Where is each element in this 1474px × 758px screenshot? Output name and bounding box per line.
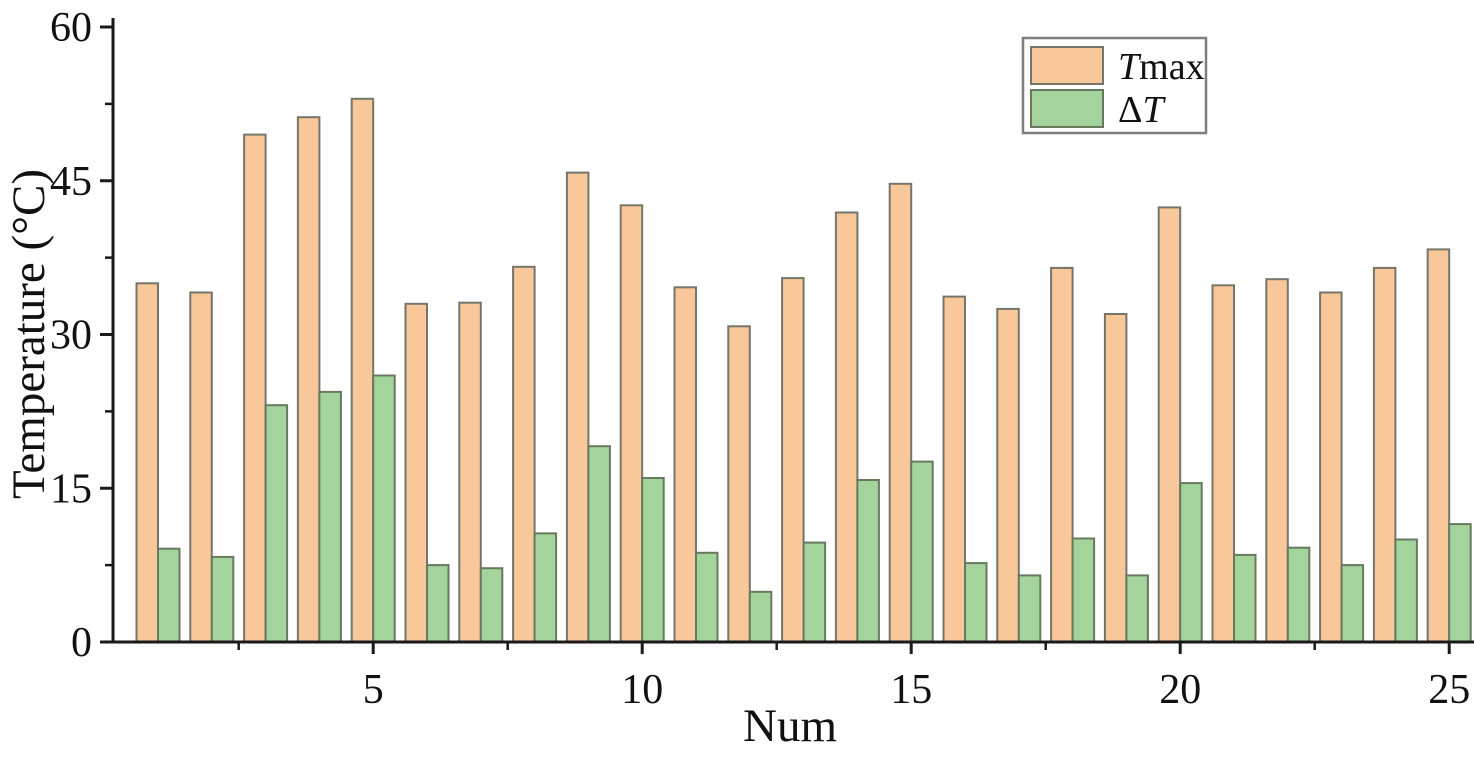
bar-tmax-14 <box>834 211 859 643</box>
bar-deltat-2 <box>210 555 235 644</box>
bar-tmax-23 <box>1319 291 1343 643</box>
legend-label-deltat: ΔT <box>1118 89 1166 131</box>
bar-deltat-10 <box>641 477 665 643</box>
bar-tmax-10 <box>619 204 644 644</box>
bar-deltat-21 <box>1233 553 1257 644</box>
bar-deltat-22 <box>1286 546 1311 644</box>
y-tick-label-30: 30 <box>50 313 92 359</box>
x-tick-label-10: 10 <box>621 667 663 713</box>
x-tick-label-5: 5 <box>363 667 384 713</box>
bar-tmax-17 <box>996 307 1020 643</box>
bar-tmax-18 <box>1050 266 1074 643</box>
y-tick-label-60: 60 <box>50 5 92 51</box>
bar-tmax-19 <box>1103 313 1128 643</box>
bar-tmax-1 <box>135 282 159 644</box>
bars-layer <box>135 97 1472 644</box>
bar-tmax-25 <box>1426 248 1451 643</box>
bar-deltat-14 <box>856 479 880 643</box>
bar-tmax-7 <box>458 301 482 643</box>
bar-tmax-12 <box>727 325 751 643</box>
legend-swatch-tmax <box>1030 46 1104 85</box>
bar-tmax-21 <box>1211 284 1235 643</box>
legend-label-tmax: Tmax <box>1118 46 1205 88</box>
bar-deltat-17 <box>1017 574 1042 644</box>
legend-swatch-deltat <box>1030 89 1104 128</box>
bar-tmax-24 <box>1372 266 1397 643</box>
bar-deltat-7 <box>479 567 504 644</box>
tick-labels-layer: 0 15 30 45 60 5 10 15 20 25 <box>50 5 1470 713</box>
y-tick-label-0: 0 <box>71 620 92 666</box>
bar-tmax-2 <box>189 291 213 643</box>
bar-deltat-3 <box>264 404 289 644</box>
bar-deltat-24 <box>1394 538 1418 643</box>
bar-deltat-12 <box>748 590 773 643</box>
bar-tmax-22 <box>1265 278 1289 643</box>
bar-deltat-11 <box>695 551 719 643</box>
x-tick-label-20: 20 <box>1159 667 1201 713</box>
bar-deltat-9 <box>587 445 611 644</box>
bar-deltat-8 <box>533 532 558 644</box>
axes-layer <box>100 18 1474 654</box>
bar-tmax-6 <box>404 302 428 644</box>
bar-tmax-16 <box>942 295 966 643</box>
bar-deltat-5 <box>372 374 396 643</box>
x-tick-label-15: 15 <box>890 667 932 713</box>
bar-deltat-13 <box>802 541 827 643</box>
y-axis-title: Temperature (°C) <box>3 169 55 499</box>
x-axis-title: Num <box>743 700 837 752</box>
bar-tmax-9 <box>565 171 590 643</box>
bar-deltat-1 <box>157 547 181 644</box>
bar-deltat-18 <box>1071 537 1096 643</box>
x-tick-label-25: 25 <box>1428 667 1470 713</box>
bar-tmax-13 <box>781 277 805 643</box>
bar-deltat-15 <box>910 460 934 643</box>
bar-deltat-6 <box>426 564 450 643</box>
bar-tmax-20 <box>1157 206 1182 643</box>
bar-deltat-4 <box>318 390 342 643</box>
bar-deltat-16 <box>964 562 988 643</box>
bar-tmax-3 <box>243 133 267 643</box>
bar-tmax-15 <box>888 182 913 644</box>
bar-tmax-4 <box>296 116 321 643</box>
bar-tmax-11 <box>673 286 697 643</box>
bar-tmax-8 <box>512 265 536 643</box>
bar-deltat-20 <box>1179 482 1203 643</box>
bar-tmax-5 <box>350 97 375 644</box>
bar-deltat-23 <box>1340 564 1365 643</box>
bar-deltat-25 <box>1448 523 1472 643</box>
y-tick-label-15: 15 <box>50 466 92 512</box>
bar-deltat-19 <box>1125 574 1149 644</box>
y-tick-label-45: 45 <box>50 159 92 205</box>
